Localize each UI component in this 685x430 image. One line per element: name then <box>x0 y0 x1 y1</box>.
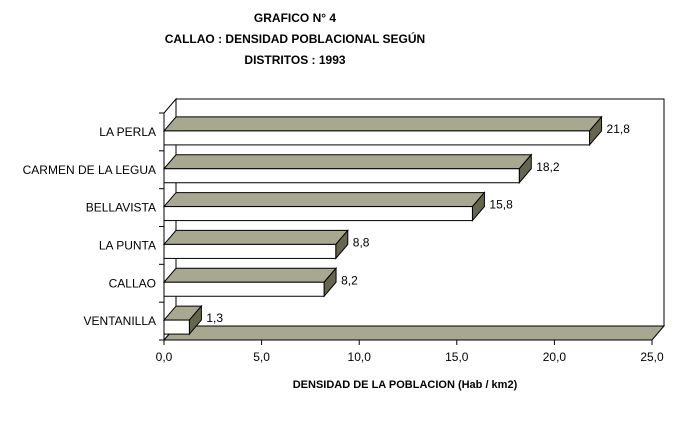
data-label-2: 15,8 <box>489 198 513 212</box>
plot-floor <box>162 325 666 341</box>
bar-5 <box>163 319 190 335</box>
data-label-1: 18,2 <box>536 160 560 174</box>
bar-top-0 <box>162 116 603 132</box>
chart-title-line-1: GRAFICO N° 4 <box>253 11 337 25</box>
x-tick-label-0: 0,0 <box>156 350 173 364</box>
x-axis-label: DENSIDAD DE LA POBLACION (Hab / km2) <box>292 379 518 391</box>
x-tick-label-3: 15,0 <box>445 350 469 364</box>
category-label-3: LA PUNTA <box>99 238 156 252</box>
chart-title-line-2: CALLAO : DENSIDAD POBLACIONAL SEGÚN <box>164 32 426 46</box>
data-label-4: 8,2 <box>341 273 358 287</box>
category-label-2: BELLAVISTA <box>86 201 156 215</box>
bar-1 <box>163 168 520 184</box>
bar-3 <box>163 243 337 259</box>
x-tick-label-4: 20,0 <box>543 350 567 364</box>
data-label-3: 8,8 <box>353 235 370 249</box>
bar-top-1 <box>162 154 533 170</box>
bar-0 <box>163 130 591 146</box>
bar-top-4 <box>162 267 338 283</box>
x-tick-label-5: 25,0 <box>640 350 664 364</box>
data-label-0: 21,8 <box>607 122 631 136</box>
chart-title-line-3: DISTRITOS : 1993 <box>244 53 346 67</box>
bar-4 <box>163 281 325 297</box>
category-label-5: VENTANILLA <box>84 314 156 328</box>
bar-top-2 <box>162 192 486 208</box>
bar-top-3 <box>162 229 349 245</box>
x-tick-label-1: 5,0 <box>253 350 270 364</box>
category-label-0: LA PERLA <box>99 125 156 139</box>
data-label-5: 1,3 <box>206 311 223 325</box>
category-label-4: CALLAO <box>109 276 156 290</box>
category-label-1: CARMEN DE LA LEGUA <box>23 163 156 177</box>
bar-2 <box>163 206 473 222</box>
x-tick-label-2: 10,0 <box>348 350 372 364</box>
